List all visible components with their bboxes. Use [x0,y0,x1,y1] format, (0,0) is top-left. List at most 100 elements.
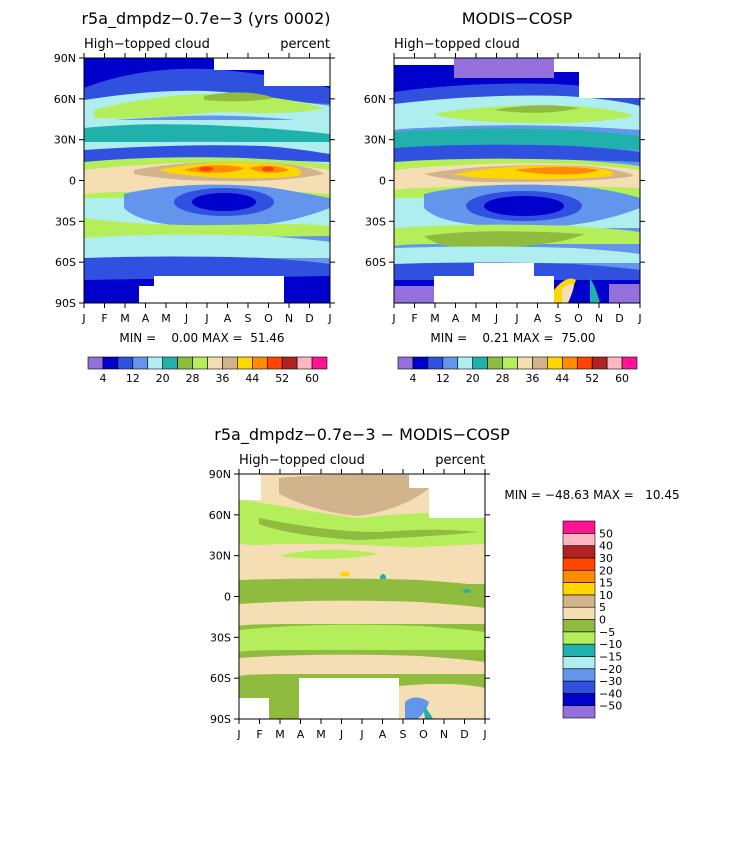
colorbar-swatch [562,545,596,559]
colorbar-label: −50 [599,700,622,713]
panel-obs-title: MODIS−COSP [462,9,573,28]
panel-obs: MODIS−COSP High−topped cloud [364,9,645,385]
panel-diff-field [239,474,485,719]
colorbar-swatch [266,356,283,370]
x-tick-label: N [440,728,448,741]
x-tick-label: F [256,728,262,741]
colorbar-label: 28 [496,372,510,385]
colorbar-swatch [207,356,223,370]
colorbar-label: −40 [599,687,622,700]
x-tick-label: F [411,312,417,325]
colorbar-swatch [237,356,253,370]
colorbar-swatch [562,594,596,608]
x-tick-label: A [297,728,305,741]
colorbar-swatch [562,606,596,620]
colorbar-label: 60 [305,372,319,385]
colorbar-swatch [252,356,268,370]
panel-model-colorbar: 4 12 20 28 36 44 52 60 [87,356,328,385]
x-tick-label: F [101,312,107,325]
colorbar-swatch [192,356,208,370]
colorbar-swatch [117,356,134,370]
colorbar-label: 12 [126,372,140,385]
colorbar-swatch [562,643,596,657]
x-tick-label: J [514,312,518,325]
x-tick-label: A [534,312,542,325]
y-tick-label: 30S [55,215,76,228]
colorbar-label: 44 [555,372,569,385]
colorbar-swatch [562,619,596,633]
x-tick-label: O [264,312,273,325]
colorbar-swatch [562,520,596,534]
panel-diff-units: percent [435,453,485,468]
x-tick-label: J [236,728,240,741]
colorbar-swatch [621,356,638,370]
colorbar-label: 20 [466,372,480,385]
x-tick-label: D [460,728,468,741]
x-tick-label: J [184,312,188,325]
colorbar-label: 5 [599,601,606,614]
panel-model-title: r5a_dmpdz−0.7e−3 (yrs 0002) [81,9,330,29]
colorbar-label: 44 [245,372,259,385]
x-tick-label: M [161,312,171,325]
x-tick-label: J [327,312,331,325]
colorbar-swatch [562,582,596,596]
colorbar-swatch [576,356,593,370]
colorbar-label: 0 [599,614,606,627]
x-tick-label: J [339,728,343,741]
colorbar-label: 20 [599,564,613,577]
y-tick-label: 0 [224,591,231,604]
colorbar-label: −30 [599,675,622,688]
colorbar-swatch [222,356,238,370]
colorbar-swatch [562,705,596,719]
colorbar-swatch [147,356,163,370]
colorbar-label: 52 [585,372,599,385]
y-tick-label: 60N [364,93,386,106]
colorbar-swatch [311,356,328,370]
panel-obs-ticks [389,53,645,308]
colorbar-label: 20 [156,372,170,385]
colorbar-swatch [562,356,578,370]
y-tick-label: 30N [364,134,386,147]
panel-diff-title: r5a_dmpdz−0.7e−3 − MODIS−COSP [214,425,510,445]
x-tick-label: A [142,312,150,325]
x-tick-label: M [275,728,285,741]
x-tick-label: J [494,312,498,325]
y-tick-label: 90N [54,52,76,65]
x-tick-label: O [419,728,428,741]
colorbar-swatch [562,680,596,694]
y-tick-label: 30S [210,631,231,644]
colorbar-label: 10 [599,589,613,602]
x-tick-label: S [400,728,407,741]
colorbar-label: −5 [599,626,615,639]
x-tick-label: J [81,312,85,325]
x-tick-label: A [224,312,232,325]
x-tick-label: J [359,728,363,741]
y-tick-label: 0 [379,175,386,188]
x-tick-label: J [482,728,486,741]
x-tick-label: D [615,312,623,325]
x-tick-label: A [452,312,460,325]
x-tick-label: M [471,312,481,325]
panel-model-stats: MIN = 0.00 MAX = 51.46 [119,331,284,345]
x-tick-label: J [204,312,208,325]
y-tick-label: 30S [365,215,386,228]
panel-model-yticks: 90N 60N 30N 0 30S 60S 90S [54,52,76,310]
colorbar-label: −15 [599,650,622,663]
colorbar-swatch [562,569,596,583]
y-tick-label: 60S [55,256,76,269]
colorbar-label: 30 [599,552,613,565]
x-tick-label: S [555,312,562,325]
y-tick-label: 60N [54,93,76,106]
y-tick-label: 90S [55,297,76,310]
colorbar-swatch [532,356,548,370]
y-tick-label: 90S [210,713,231,726]
colorbar-label: 52 [275,372,289,385]
x-tick-label: D [305,312,313,325]
colorbar-label: 60 [615,372,629,385]
colorbar-swatch [472,356,488,370]
panel-diff: r5a_dmpdz−0.7e−3 − MODIS−COSP High−toppe… [209,425,680,741]
colorbar-label: 12 [436,372,450,385]
